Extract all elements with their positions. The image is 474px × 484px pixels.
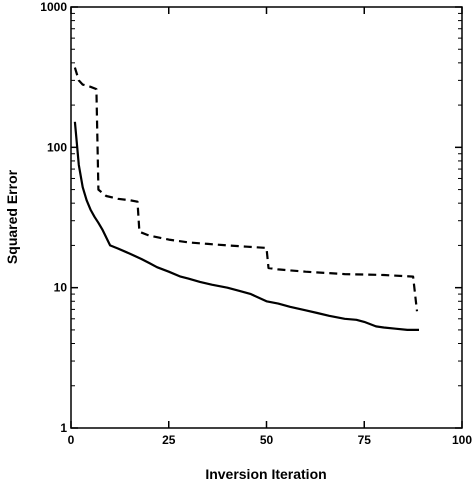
y-tick-label: 1000 — [40, 0, 67, 14]
x-tick-label: 100 — [452, 433, 472, 447]
y-tick-label: 10 — [54, 281, 68, 295]
x-tick-label: 0 — [68, 433, 75, 447]
plot-frame — [70, 6, 463, 429]
solid-series-line — [73, 121, 419, 331]
dashed-series-line — [73, 67, 419, 312]
x-tick-label: 50 — [260, 433, 274, 447]
x-tick-label: 25 — [162, 433, 176, 447]
x-tick-label: 75 — [358, 433, 372, 447]
x-axis-label: Inversion Iteration — [205, 466, 326, 482]
y-tick-label: 100 — [47, 140, 67, 154]
y-axis-label: Squared Error — [4, 169, 20, 264]
plot-border — [70, 6, 463, 429]
ticks-layer: 0 25 50 75 100 1 10 100 1000 — [40, 0, 472, 447]
series-layer — [73, 67, 419, 331]
y-tick-label: 1 — [60, 421, 67, 435]
